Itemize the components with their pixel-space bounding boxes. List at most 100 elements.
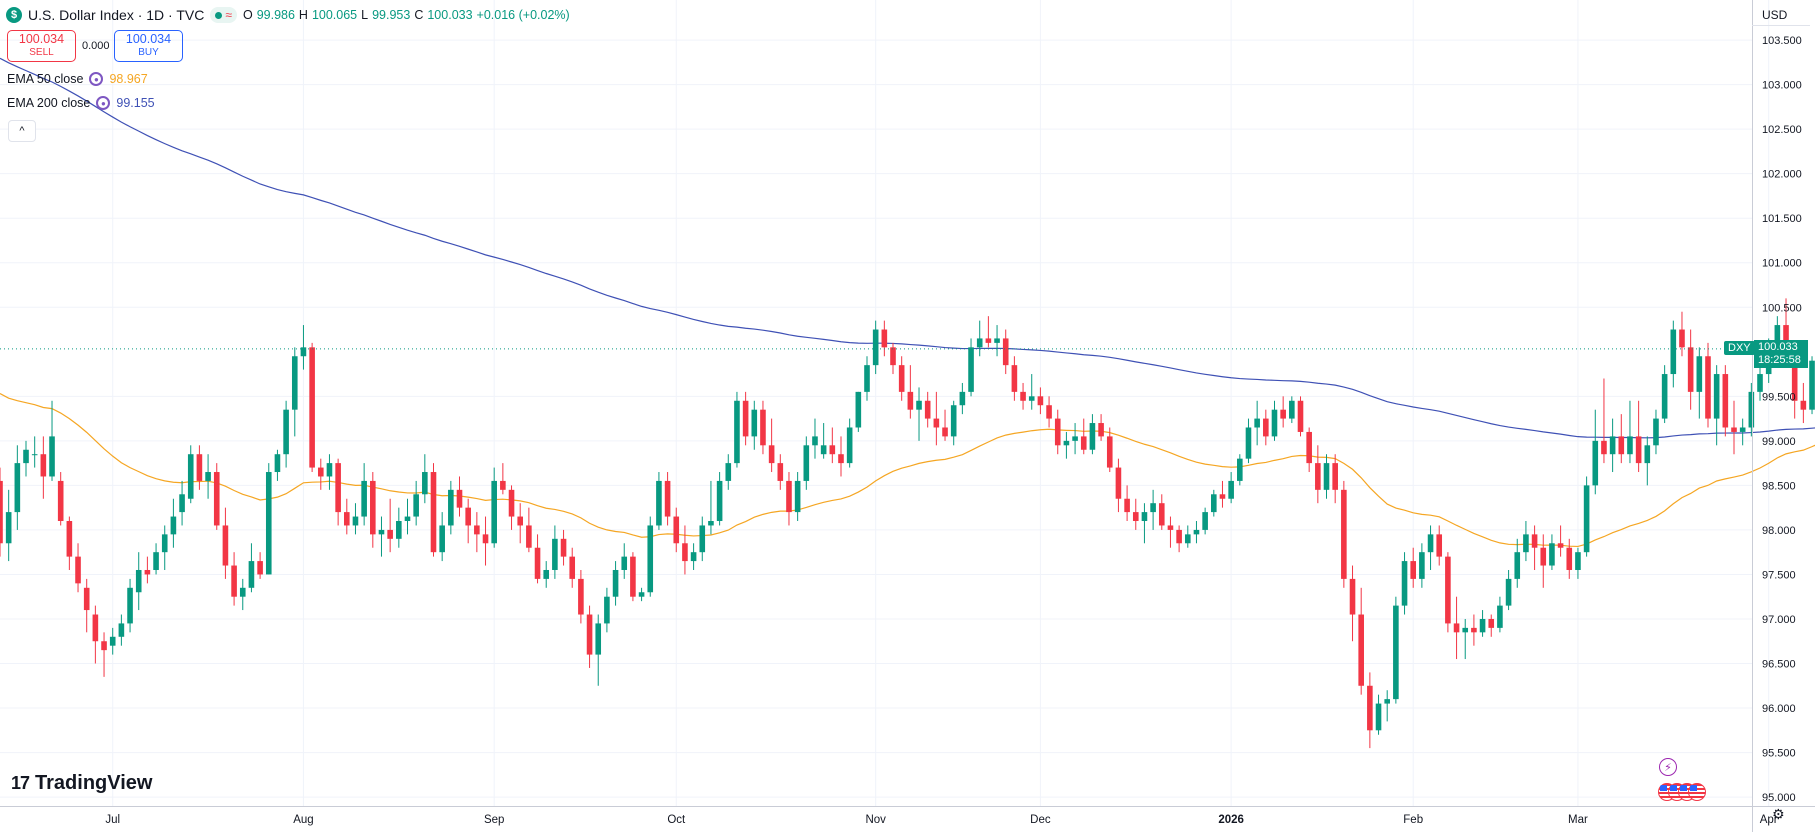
candle-body: [1176, 529, 1182, 544]
us-flag-icons[interactable]: [1658, 783, 1706, 801]
candle-body: [1184, 534, 1191, 544]
candle: [144, 556, 151, 584]
candle-body: [1046, 405, 1052, 419]
candle-body: [1627, 436, 1633, 455]
candle-body: [560, 538, 567, 557]
sell-button[interactable]: 100.034 SELL: [7, 30, 76, 62]
ema-200-line: [0, 57, 1815, 439]
loading-icon: ●: [89, 72, 104, 86]
candle: [656, 472, 662, 530]
countdown-timer: 18:25:58: [1758, 353, 1801, 366]
ema-200-path: [0, 57, 1815, 439]
symbol-price-tag: DXY: [1724, 340, 1755, 355]
candle-body: [500, 480, 506, 490]
candle: [1028, 374, 1035, 410]
candle: [196, 445, 203, 490]
candle: [317, 458, 324, 490]
candle-body: [413, 494, 419, 517]
candle-body: [1566, 547, 1573, 570]
candle: [1445, 552, 1451, 633]
candle-body: [682, 543, 688, 562]
ema-200-value: 99.155: [116, 96, 155, 110]
candle-body: [1609, 436, 1616, 455]
gear-icon[interactable]: ⚙: [1772, 806, 1785, 822]
candle-body: [1557, 543, 1564, 548]
candle: [812, 418, 818, 459]
candle: [370, 472, 376, 548]
candle-body: [1410, 561, 1417, 579]
candle-body: [49, 436, 55, 477]
candle: [1635, 400, 1642, 473]
candle: [1540, 534, 1547, 588]
candle-body: [101, 641, 107, 651]
candle-body: [404, 516, 411, 522]
candle: [40, 436, 47, 499]
candle: [612, 561, 619, 606]
candle-body: [1575, 552, 1581, 570]
candle: [1453, 596, 1460, 660]
candle: [1167, 516, 1174, 548]
indicator-ema-200[interactable]: EMA 200 close ● 99.155: [7, 96, 155, 110]
candle: [1757, 365, 1763, 401]
tradingview-logo[interactable]: 17 TradingView: [11, 772, 152, 795]
y-tick-label: 102.500: [1762, 124, 1802, 136]
candle-body: [317, 467, 324, 477]
y-tick-label: 99.000: [1762, 436, 1796, 448]
candle: [1211, 489, 1217, 517]
candle-body: [1254, 418, 1260, 428]
candle-body: [5, 512, 12, 544]
candle-body: [820, 445, 827, 455]
candle: [1670, 320, 1677, 388]
candle: [205, 454, 211, 499]
high-label: H: [298, 8, 308, 22]
market-status[interactable]: ≈: [210, 7, 237, 23]
candle-body: [1072, 436, 1078, 441]
sell-label: SELL: [29, 47, 54, 58]
currency-selector[interactable]: USD: [1752, 4, 1810, 26]
candle-body: [1367, 685, 1373, 731]
symbol-legend: $ U.S. Dollar Index · 1D · TVC ≈ O 99.986…: [6, 4, 570, 26]
low-label: L: [361, 8, 369, 22]
candle: [1002, 329, 1009, 375]
lightning-icon[interactable]: ⚡: [1659, 758, 1677, 776]
candle: [916, 387, 922, 441]
y-tick-label: 98.000: [1762, 525, 1796, 537]
candle: [569, 547, 576, 588]
y-tick-label: 95.000: [1762, 792, 1796, 804]
candle-body: [1488, 618, 1495, 628]
candle: [1384, 690, 1390, 722]
buy-button[interactable]: 100.034 BUY: [114, 30, 183, 62]
candle-body: [1167, 525, 1174, 530]
candle: [907, 365, 914, 419]
indicator-ema-50[interactable]: EMA 50 close ● 98.967: [7, 72, 148, 86]
candle-body: [1037, 396, 1044, 406]
candle-body: [1132, 512, 1139, 522]
candle-body: [656, 480, 662, 526]
ohlc-values: O 99.986 H 100.065 L 99.953 C 100.033 +0.016…: [243, 8, 570, 22]
candle-body: [543, 569, 550, 579]
candle: [1358, 587, 1364, 695]
symbol-title[interactable]: U.S. Dollar Index · 1D · TVC: [28, 7, 205, 23]
candle-body: [1471, 627, 1477, 633]
candle-body: [422, 472, 428, 495]
candle: [291, 347, 298, 437]
candle-body: [1358, 614, 1364, 686]
candle-body: [534, 547, 541, 579]
x-tick-label: Apr: [1760, 814, 1778, 826]
candle: [109, 627, 116, 655]
candle: [621, 543, 628, 579]
candle-body: [344, 512, 350, 526]
y-tick-label: 103.000: [1762, 80, 1802, 92]
x-tick-label: Jul: [105, 814, 120, 826]
candle: [950, 400, 957, 446]
candle: [352, 503, 359, 535]
candle-body: [1002, 338, 1009, 366]
candle: [378, 516, 385, 557]
candle: [1193, 521, 1200, 544]
candle: [1020, 382, 1026, 410]
candle: [1202, 507, 1208, 535]
chevron-up-icon: ^: [19, 125, 25, 137]
collapse-legend-button[interactable]: ^: [8, 120, 36, 142]
